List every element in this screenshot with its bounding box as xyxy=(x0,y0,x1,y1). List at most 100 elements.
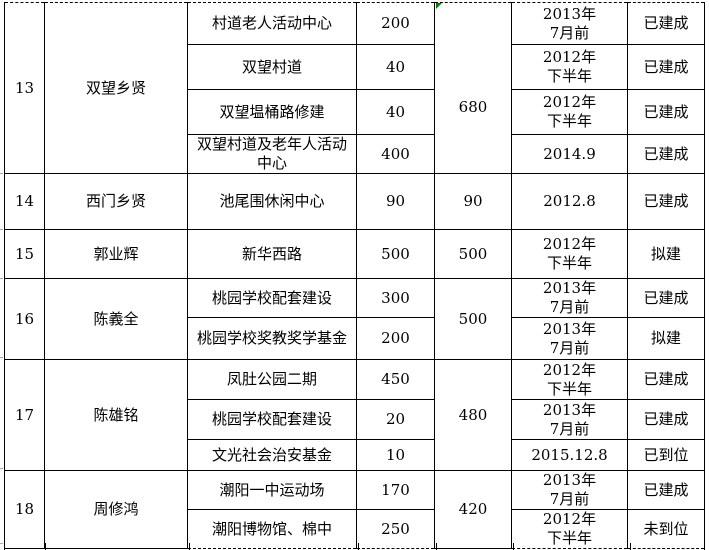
cell-amount[interactable]: 450 xyxy=(356,359,435,400)
cell-date[interactable]: 2012年 下半年 xyxy=(511,509,628,549)
cell-project[interactable]: 桃园学校配套建设 xyxy=(187,399,357,440)
gridline-stub xyxy=(4,543,5,550)
cell-total[interactable]: 90 xyxy=(434,173,512,230)
cell-status[interactable]: 已建成 xyxy=(627,470,705,510)
cell-seq[interactable]: 16 xyxy=(4,278,45,360)
gridline-tick xyxy=(0,543,3,544)
cell-name[interactable]: 陈義全 xyxy=(44,278,188,360)
donation-projects-table: 13 双望乡贤 村道老人活动中心 200 680 2013年 7月前 已建成 双… xyxy=(4,2,705,549)
cell-status[interactable]: 已建成 xyxy=(627,89,705,135)
cell-total-value: 680 xyxy=(458,97,488,116)
cell-project[interactable]: 桃园学校配套建设 xyxy=(187,278,357,318)
cell-date[interactable]: 2013年 7月前 xyxy=(511,317,628,360)
table-row: 双望村道 40 2012年 下半年 已建成 xyxy=(5,44,705,90)
cell-amount[interactable]: 200 xyxy=(356,317,435,360)
cell-amount[interactable]: 170 xyxy=(356,470,435,510)
cell-date[interactable]: 2012年 下半年 xyxy=(511,359,628,400)
cell-amount[interactable]: 250 xyxy=(356,509,435,549)
cell-project[interactable]: 双望村道 xyxy=(187,44,357,90)
error-indicator-triangle-icon xyxy=(436,3,442,9)
gridline-stub xyxy=(704,543,705,550)
cell-status[interactable]: 已建成 xyxy=(627,134,705,174)
cell-total[interactable]: 500 xyxy=(434,278,512,360)
table-row: 14 西门乡贤 池尾围休闲中心 90 90 2012.8 已建成 xyxy=(4,173,705,230)
gridline-stub xyxy=(358,543,359,550)
gridline-stub xyxy=(45,543,46,550)
cell-total[interactable]: 420 xyxy=(434,470,512,549)
cell-date[interactable]: 2013年 7月前 xyxy=(511,470,628,510)
cell-amount[interactable]: 10 xyxy=(356,439,435,471)
cell-seq[interactable]: 13 xyxy=(4,2,45,174)
cell-date[interactable]: 2012年 下半年 xyxy=(511,229,628,279)
table-row: 潮阳博物馆、棉中 250 2012年 下半年 未到位 xyxy=(5,509,705,549)
table-row: 17 陈雄铭 凤肚公园二期 450 480 2012年 下半年 已建成 xyxy=(4,359,705,471)
cell-seq[interactable]: 17 xyxy=(4,359,45,471)
cell-name[interactable]: 陈雄铭 xyxy=(44,359,188,471)
cell-project[interactable]: 新华西路 xyxy=(187,229,357,279)
cell-date[interactable]: 2013年 7月前 xyxy=(511,2,628,45)
cell-status[interactable]: 已建成 xyxy=(627,359,705,400)
cell-total[interactable]: 500 xyxy=(434,229,512,279)
cell-date[interactable]: 2013年 7月前 xyxy=(511,399,628,440)
cell-name[interactable]: 郭业辉 xyxy=(44,229,188,279)
table-row: 16 陈義全 桃园学校配套建设 300 500 2013年 7月前 已建成 xyxy=(4,278,705,360)
cell-project[interactable]: 村道老人活动中心 xyxy=(187,2,357,45)
gridline-tick xyxy=(0,229,3,230)
cell-status[interactable]: 已建成 xyxy=(627,2,705,45)
cell-total[interactable]: 480 xyxy=(434,359,512,471)
gridline-tick xyxy=(0,278,3,279)
cell-status[interactable]: 未到位 xyxy=(627,509,705,549)
cell-project[interactable]: 池尾围休闲中心 xyxy=(187,173,357,230)
cell-amount[interactable]: 40 xyxy=(356,89,435,135)
cell-seq[interactable]: 18 xyxy=(4,470,45,549)
cell-total[interactable]: 680 xyxy=(434,2,512,174)
cell-amount[interactable]: 400 xyxy=(356,134,435,174)
cell-project[interactable]: 潮阳博物馆、棉中 xyxy=(187,509,357,549)
cell-project[interactable]: 文光社会治安基金 xyxy=(187,439,357,471)
cell-amount[interactable]: 300 xyxy=(356,278,435,318)
cell-amount[interactable]: 40 xyxy=(356,44,435,90)
gridline-stub xyxy=(513,543,514,550)
cell-amount[interactable]: 90 xyxy=(356,173,435,230)
cell-date[interactable]: 2014.9 xyxy=(511,134,628,174)
cell-status[interactable]: 已建成 xyxy=(627,44,705,90)
cell-name[interactable]: 周修鸿 xyxy=(44,470,188,549)
cell-project[interactable]: 双望村道及老年人活动 中心 xyxy=(187,134,357,174)
gridline-tick xyxy=(0,173,3,174)
cell-amount[interactable]: 20 xyxy=(356,399,435,440)
cell-project[interactable]: 双望塭桶路修建 xyxy=(187,89,357,135)
table-row: 文光社会治安基金 10 2015.12.8 已到位 xyxy=(5,439,705,471)
cell-status[interactable]: 已建成 xyxy=(627,399,705,440)
cell-project[interactable]: 潮阳一中运动场 xyxy=(187,470,357,510)
cell-name[interactable]: 西门乡贤 xyxy=(44,173,188,230)
cell-date[interactable]: 2015.12.8 xyxy=(511,439,628,471)
cell-status[interactable]: 拟建 xyxy=(627,229,705,279)
cell-date[interactable]: 2012年 下半年 xyxy=(511,89,628,135)
cell-date[interactable]: 2012.8 xyxy=(511,173,628,230)
cell-seq[interactable]: 15 xyxy=(4,229,45,279)
gridline-stub xyxy=(189,543,190,550)
table-row: 桃园学校奖教奖学基金 200 2013年 7月前 拟建 xyxy=(5,317,705,360)
cell-amount[interactable]: 500 xyxy=(356,229,435,279)
gridline-tick xyxy=(0,357,3,358)
cell-name[interactable]: 双望乡贤 xyxy=(44,2,188,174)
table-row: 13 双望乡贤 村道老人活动中心 200 680 2013年 7月前 已建成 xyxy=(4,2,705,174)
cell-status[interactable]: 已建成 xyxy=(627,278,705,318)
gridline-tick xyxy=(0,468,3,469)
gridline-stub xyxy=(436,543,437,550)
cell-amount[interactable]: 200 xyxy=(356,2,435,45)
cell-date[interactable]: 2012年 下半年 xyxy=(511,44,628,90)
cell-project[interactable]: 凤肚公园二期 xyxy=(187,359,357,400)
cell-date[interactable]: 2013年 7月前 xyxy=(511,278,628,318)
cell-status[interactable]: 拟建 xyxy=(627,317,705,360)
cell-seq[interactable]: 14 xyxy=(4,173,45,230)
cell-project[interactable]: 桃园学校奖教奖学基金 xyxy=(187,317,357,360)
cell-status[interactable]: 已到位 xyxy=(627,439,705,471)
table-row: 15 郭业辉 新华西路 500 500 2012年 下半年 拟建 xyxy=(4,229,705,279)
cell-status[interactable]: 已建成 xyxy=(627,173,705,230)
gridline-stub xyxy=(630,543,631,550)
table-row: 18 周修鸿 潮阳一中运动场 170 420 2013年 7月前 已建成 xyxy=(4,470,705,549)
table-row: 双望村道及老年人活动 中心 400 2014.9 已建成 xyxy=(5,134,705,174)
table-row: 双望塭桶路修建 40 2012年 下半年 已建成 xyxy=(5,89,705,135)
